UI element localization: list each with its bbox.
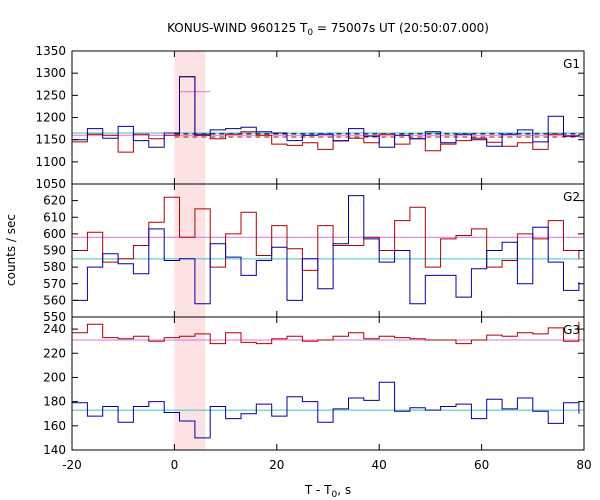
highlight-interval bbox=[174, 317, 206, 450]
panel-frame bbox=[71, 316, 585, 451]
chart-title: KONUS-WIND 960125 T0 = 75007s UT (20:50:… bbox=[167, 21, 489, 38]
x-tick-label: 80 bbox=[576, 458, 591, 472]
y-tick-label: 1150 bbox=[35, 133, 66, 147]
y-tick-label: 1200 bbox=[35, 111, 66, 125]
y-tick-label: 590 bbox=[43, 244, 66, 258]
x-tick-label: 20 bbox=[269, 458, 284, 472]
y-tick-label: 180 bbox=[43, 395, 66, 409]
panel-G1: 1050 1100 1150 1200 1250 1300 1350 G1 bbox=[35, 44, 585, 191]
y-tick-label: 140 bbox=[43, 443, 66, 457]
y-tick-label: 240 bbox=[43, 322, 66, 336]
y-tick-label: 620 bbox=[43, 194, 66, 208]
x-tick-label: 40 bbox=[372, 458, 387, 472]
series-a-line bbox=[72, 321, 580, 345]
y-tick-label: 1350 bbox=[35, 44, 66, 58]
panel-label: G2 bbox=[563, 190, 580, 204]
y-tick-label: 220 bbox=[43, 346, 66, 360]
series-b-line bbox=[72, 195, 580, 305]
y-tick-label: 610 bbox=[43, 210, 66, 224]
y-tick-label: 1100 bbox=[35, 155, 66, 169]
series-a-line bbox=[72, 196, 580, 271]
y-tick-label: 580 bbox=[43, 260, 66, 274]
panel-label: G1 bbox=[563, 57, 580, 71]
x-axis-label: T - T0, s bbox=[304, 483, 351, 500]
series-b-line bbox=[72, 76, 580, 148]
x-tick-label: 60 bbox=[474, 458, 489, 472]
panel-label: G3 bbox=[563, 323, 580, 337]
series-b-line bbox=[72, 381, 580, 439]
y-axis-label: counts / sec bbox=[4, 214, 18, 286]
x-tick-label: -20 bbox=[62, 458, 82, 472]
y-tick-label: 1300 bbox=[35, 66, 66, 80]
y-tick-label: 1250 bbox=[35, 88, 66, 102]
y-tick-label: 1050 bbox=[35, 177, 66, 191]
panel-frame bbox=[71, 50, 585, 185]
y-tick-label: 200 bbox=[43, 370, 66, 384]
panel-G2: 550 560 570 580 590 600 610 620 G2 bbox=[43, 183, 585, 324]
x-tick-label: 0 bbox=[171, 458, 179, 472]
y-tick-label: 570 bbox=[43, 277, 66, 291]
y-tick-label: 600 bbox=[43, 227, 66, 241]
y-tick-label: 560 bbox=[43, 293, 66, 307]
panel-G3: 140 160 180 200 220 240 G3 bbox=[43, 316, 585, 457]
plot-area: 1050110011501200125013001350G15505605705… bbox=[35, 44, 591, 472]
y-tick-label: 160 bbox=[43, 419, 66, 433]
y-tick-label: 550 bbox=[43, 310, 66, 324]
